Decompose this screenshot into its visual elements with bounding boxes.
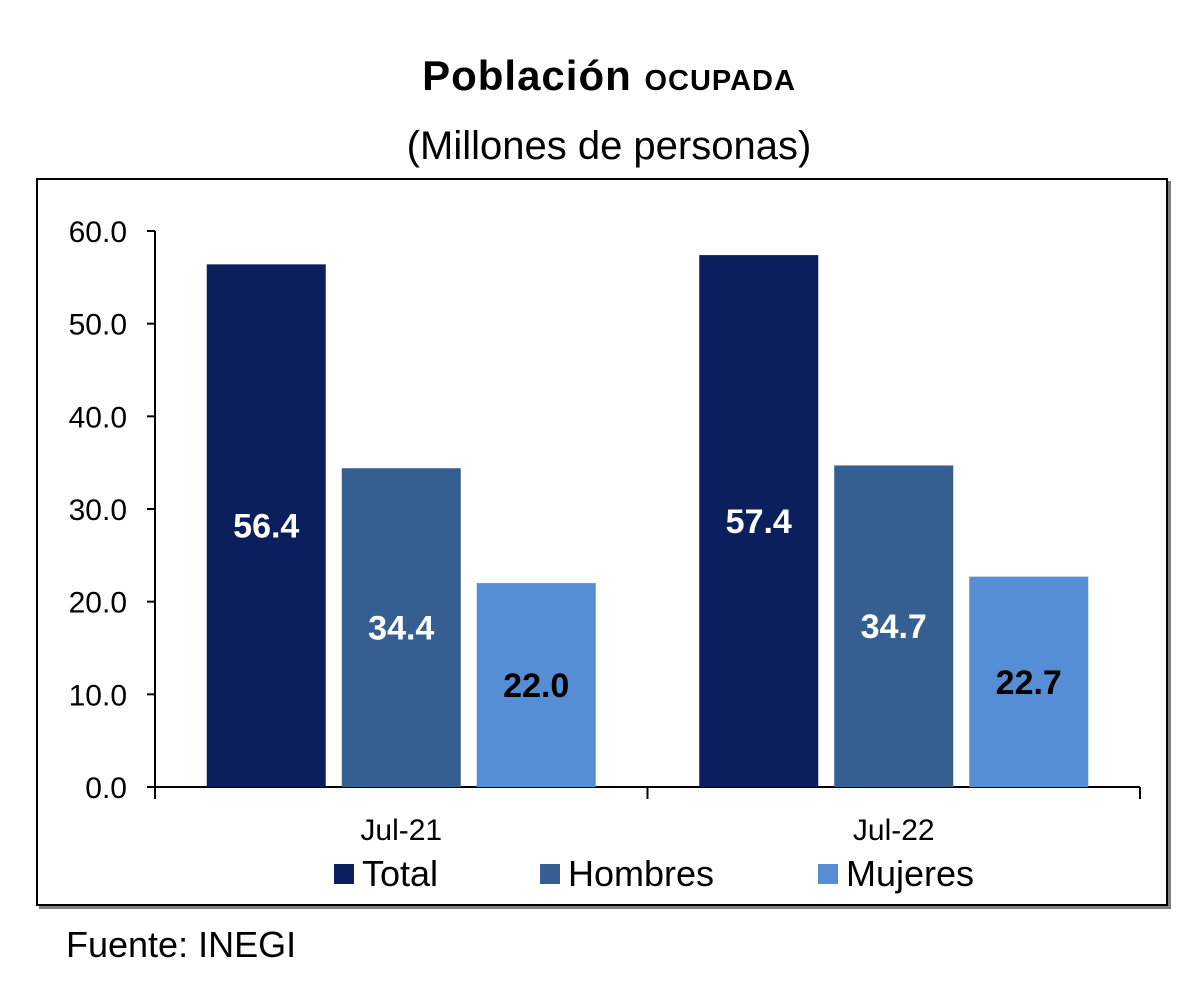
legend-label: Total: [362, 853, 439, 894]
legend-item-mujeres: Mujeres: [818, 852, 974, 896]
y-tick-label: 60.0: [69, 216, 127, 249]
legend-label: Mujeres: [846, 853, 975, 894]
bar-total: [206, 264, 326, 787]
y-tick-label: 50.0: [69, 309, 127, 342]
bar-hombres: [834, 465, 954, 787]
chart-legend: Total Hombres Mujeres: [0, 852, 1200, 896]
y-tick-label: 30.0: [69, 494, 127, 527]
y-tick-label: 0.0: [85, 772, 127, 805]
legend-swatch: [818, 864, 838, 884]
legend-swatch: [540, 864, 560, 884]
data-label: 22.0: [503, 667, 569, 705]
data-label: 34.7: [861, 608, 927, 646]
bar-mujeres: [969, 576, 1089, 787]
data-label: 57.4: [726, 503, 792, 541]
legend-label: Hombres: [568, 853, 715, 894]
y-tick-label: 40.0: [69, 401, 127, 434]
data-label: 56.4: [233, 508, 299, 546]
data-label: 34.4: [368, 610, 434, 648]
legend-swatch: [334, 864, 354, 884]
bar-hombres: [341, 468, 461, 787]
chart-title-caps: ocupada: [644, 52, 796, 99]
chart-title-main: Población: [422, 52, 632, 99]
bar-total: [699, 255, 819, 788]
legend-item-hombres: Hombres: [540, 852, 714, 896]
chart-subtitle: (Millones de personas): [406, 124, 812, 168]
source-note: Fuente: INEGI: [66, 924, 297, 965]
y-tick-label: 10.0: [69, 679, 127, 712]
chart-title: Población ocupada: [0, 52, 1200, 100]
x-tick-label: Jul-22: [853, 814, 935, 847]
legend-item-total: Total: [334, 852, 438, 896]
data-label: 22.7: [996, 664, 1062, 702]
x-tick-label: Jul-21: [360, 814, 442, 847]
y-tick-label: 20.0: [69, 587, 127, 620]
bar-mujeres: [476, 583, 596, 787]
